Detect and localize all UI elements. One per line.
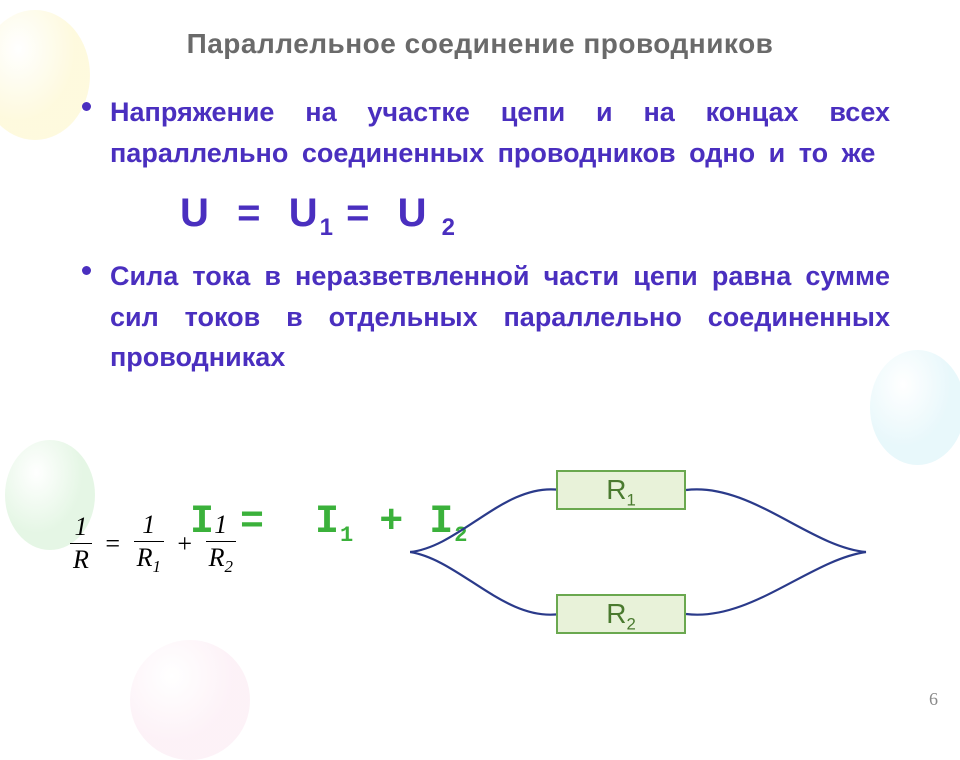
content-area: Напряжение на участке цепи и на концах в…: [0, 60, 960, 378]
bullet-1-text: Напряжение на участке цепи и на концах в…: [110, 92, 890, 173]
resistor-r1: R1: [556, 470, 686, 510]
frac-3: 1 R2: [206, 510, 236, 577]
page-number: 6: [929, 689, 938, 710]
balloon-shape: [130, 640, 250, 760]
frac-1: 1 R: [70, 512, 92, 575]
bullet-dot-icon: [82, 102, 91, 111]
circuit-diagram: R1 R2: [410, 452, 910, 672]
bullet-2: Сила тока в неразветвленной части цепи р…: [70, 256, 890, 378]
page-title: Параллельное соединение проводников: [0, 0, 960, 60]
formula-voltage: U = U1 = U 2: [180, 191, 890, 242]
resistor-r2: R2: [556, 594, 686, 634]
plus-sign: +: [170, 529, 199, 559]
wire-bot-left: [410, 552, 560, 615]
formula-reciprocal: 1 R = 1 R1 + 1 R2: [70, 510, 236, 577]
bullet-1: Напряжение на участке цепи и на концах в…: [70, 92, 890, 173]
wire-bot-right: [686, 552, 866, 615]
bullet-2-text: Сила тока в неразветвленной части цепи р…: [110, 256, 890, 378]
equals-sign: =: [98, 529, 127, 559]
wire-top-right: [686, 489, 866, 552]
bullet-dot-icon: [82, 266, 91, 275]
wire-top-left: [410, 489, 560, 552]
frac-2: 1 R1: [134, 510, 164, 577]
